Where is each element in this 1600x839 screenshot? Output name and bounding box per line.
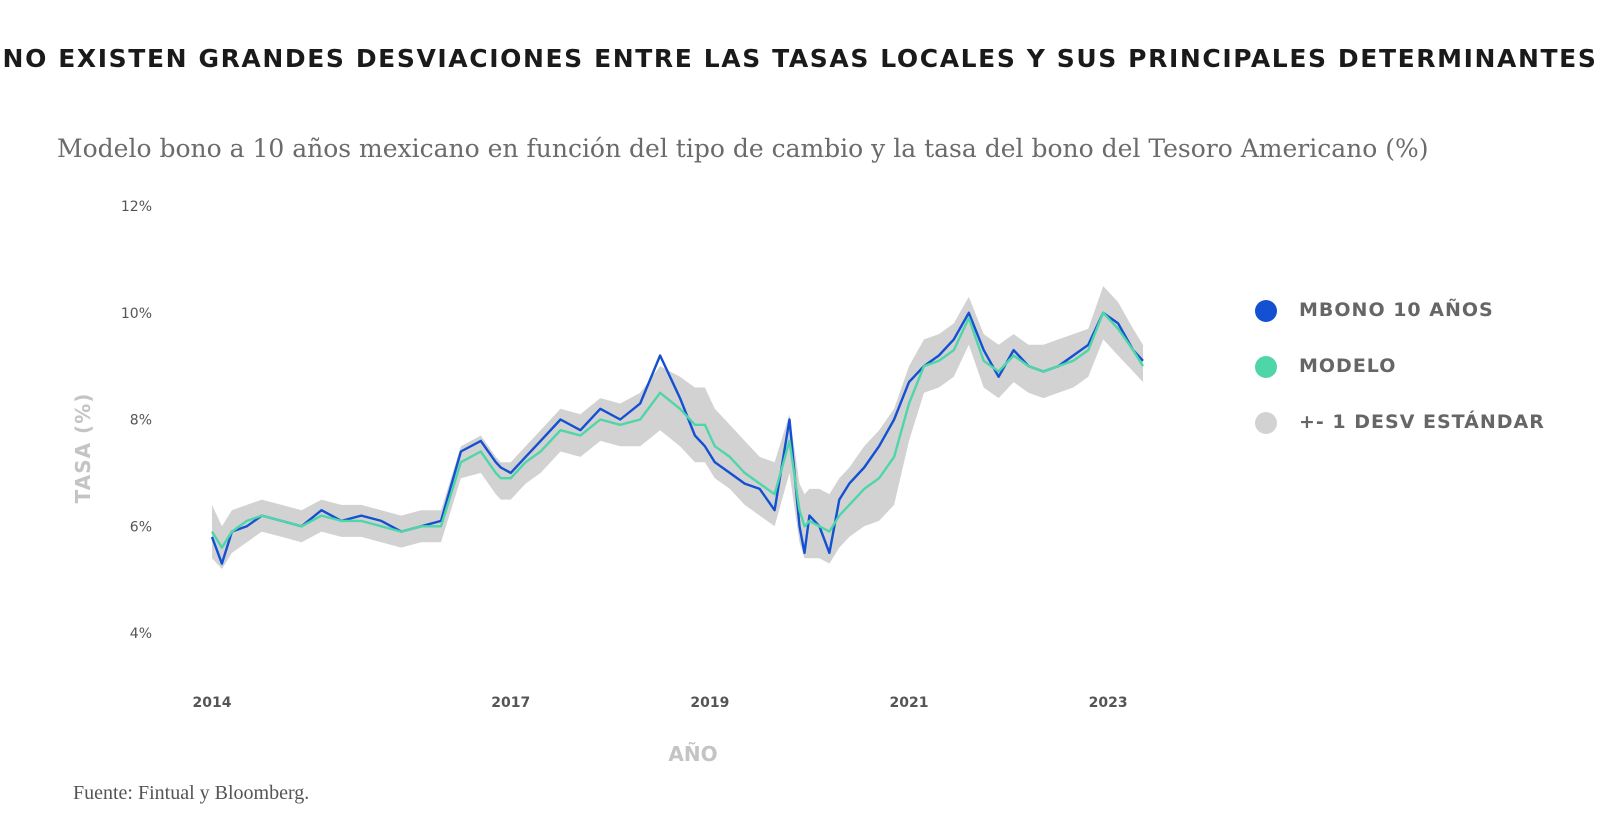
source-note: Fuente: Fintual y Bloomberg. [73,782,310,804]
legend-swatch [1255,356,1277,378]
x-tick-label: 2014 [192,695,231,711]
y-tick-label: 8% [130,413,152,429]
legend-swatch [1255,412,1277,434]
legend-label: MBONO 10 AÑOS [1299,299,1494,321]
y-tick-label: 10% [121,306,152,322]
chart-subtitle: Modelo bono a 10 años mexicano en funció… [57,134,1429,163]
series-line-modelo [210,311,1145,549]
y-axis-title: TASA (%) [71,393,95,504]
page-headline: NO EXISTEN GRANDES DESVIACIONES ENTRE LA… [2,44,1598,73]
y-tick-label: 12% [121,199,152,215]
x-tick-label: 2019 [690,695,729,711]
y-tick-label: 6% [130,519,152,535]
std-band-area [212,286,1143,569]
x-tick-label: 2017 [491,695,530,711]
x-tick-label: 2023 [1089,695,1128,711]
y-tick-label: 4% [130,626,152,642]
legend-label: MODELO [1299,355,1397,377]
legend-label: +- 1 DESV ESTÁNDAR [1299,411,1545,433]
x-tick-label: 2021 [890,695,929,711]
x-axis-title: AÑO [668,742,717,766]
legend-swatch [1255,300,1277,322]
